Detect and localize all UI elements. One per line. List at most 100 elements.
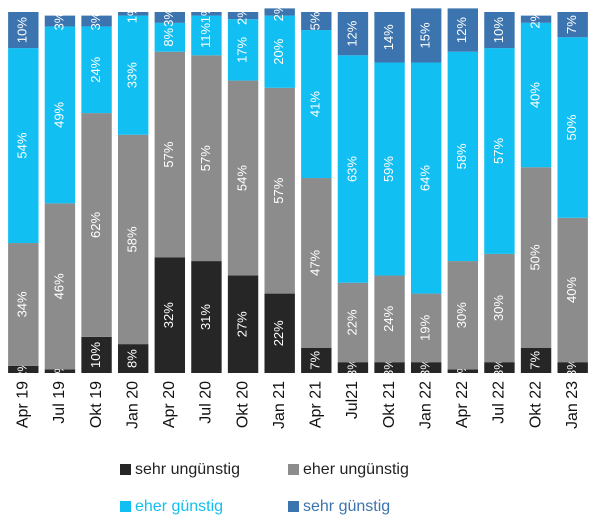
bar-segment <box>484 48 515 254</box>
value-label: 7% <box>308 351 323 370</box>
bar-segment <box>337 362 369 373</box>
bar-segment <box>410 62 442 294</box>
bar-segment <box>520 15 552 23</box>
value-label: 3% <box>51 11 66 30</box>
bar-segment <box>520 347 552 373</box>
bar-segment <box>447 261 479 370</box>
bar-segment <box>264 15 295 88</box>
x-tick-label: Jul21 <box>344 381 361 419</box>
bar-segment <box>117 344 149 373</box>
value-label: 12% <box>344 20 359 46</box>
value-label: 32% <box>161 302 176 328</box>
legend-label: sehr günstig <box>303 498 390 515</box>
bar-segment <box>484 253 515 363</box>
value-label: 22% <box>271 320 286 346</box>
bar-segment <box>447 369 479 373</box>
value-label: 2% <box>528 9 543 28</box>
x-tick-label: Jan 21 <box>271 381 288 429</box>
value-label: 40% <box>528 82 543 108</box>
bar-segment <box>44 203 76 370</box>
value-label: 58% <box>125 226 140 252</box>
bar-segment <box>44 369 76 373</box>
bar-segment <box>301 178 332 348</box>
bar-segment <box>117 15 149 135</box>
value-label: 62% <box>88 212 103 238</box>
value-label: 3% <box>344 358 359 377</box>
x-tick-label: Jan 20 <box>124 381 141 429</box>
value-label: 12% <box>454 17 469 43</box>
value-label: 20% <box>271 38 286 64</box>
bar-segment <box>520 167 552 348</box>
value-label: 47% <box>308 249 323 275</box>
bar-segment <box>8 243 39 366</box>
bar-segment <box>410 293 442 363</box>
value-label: 3% <box>491 358 506 377</box>
value-label: 7% <box>528 351 543 370</box>
legend-swatch <box>120 501 131 512</box>
bar-segment <box>8 365 39 373</box>
bar-segment <box>484 362 515 373</box>
value-label: 57% <box>161 141 176 167</box>
value-label: 11% <box>198 23 213 48</box>
legend-label: sehr ungünstig <box>135 461 240 478</box>
value-label: 54% <box>15 132 30 158</box>
bar-segment <box>191 261 222 373</box>
bar-segment <box>337 55 369 283</box>
bar-segment <box>191 55 222 262</box>
bar-segment <box>154 22 186 52</box>
bar-segment <box>447 8 479 52</box>
bar-segment <box>227 19 259 81</box>
bar-segment <box>44 26 76 204</box>
value-label: 3% <box>564 358 579 377</box>
value-label: 7% <box>564 15 579 34</box>
bar-segment <box>374 12 405 63</box>
value-label: 17% <box>235 36 250 62</box>
x-tick-label: Okt 22 <box>527 381 544 428</box>
bar-segment <box>191 15 222 56</box>
value-label: 3% <box>161 8 176 27</box>
value-label: 46% <box>51 273 66 299</box>
value-label: 1% <box>125 4 140 23</box>
x-tick-label: Jul 22 <box>491 381 508 424</box>
value-label: 14% <box>381 24 396 50</box>
bar-segment <box>154 51 186 258</box>
bar-segment <box>81 15 112 27</box>
value-label: 3% <box>381 358 396 377</box>
bar-segment <box>337 12 369 56</box>
bar-segment <box>301 347 332 373</box>
value-label: 2% <box>271 2 286 21</box>
value-label: 57% <box>491 138 506 164</box>
bar-segment <box>374 62 405 276</box>
bar-segment <box>44 15 76 27</box>
value-label: 10% <box>88 342 103 368</box>
value-label: 8% <box>161 27 176 46</box>
value-label: 59% <box>381 156 396 182</box>
bar-segment <box>520 22 552 168</box>
value-label: 1% <box>198 4 213 23</box>
x-tick-label: Jul 20 <box>198 381 215 424</box>
value-label: 50% <box>528 244 543 270</box>
value-label: 19% <box>418 314 433 340</box>
value-label: 27% <box>235 311 250 337</box>
legend-label: eher günstig <box>135 498 223 515</box>
value-label: 63% <box>344 156 359 182</box>
bar-segment <box>484 12 515 49</box>
x-tick-label: Jan 23 <box>564 381 581 429</box>
value-label: 10% <box>15 17 30 43</box>
x-tick-label: Apr 22 <box>454 381 471 428</box>
value-label: 57% <box>198 145 213 171</box>
bar-segment <box>81 113 112 337</box>
value-label: 40% <box>564 277 579 303</box>
value-label: 58% <box>454 143 469 169</box>
bar-segment <box>264 293 295 373</box>
bar-segment <box>374 275 405 363</box>
value-label: 57% <box>271 177 286 203</box>
bar-segment <box>301 30 332 179</box>
bar-segment <box>301 12 332 31</box>
value-label: 24% <box>88 56 103 82</box>
x-tick-label: Jan 22 <box>417 381 434 429</box>
value-label: 34% <box>15 291 30 317</box>
value-label: 54% <box>235 165 250 191</box>
value-label: 8% <box>125 349 140 368</box>
value-label: 2% <box>235 6 250 25</box>
